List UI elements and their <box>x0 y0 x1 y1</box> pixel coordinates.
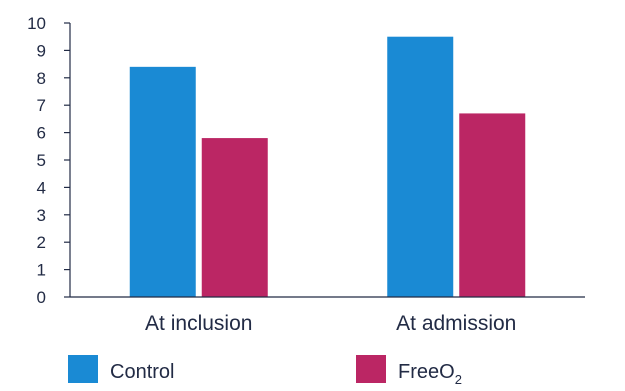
y-tick-label: 7 <box>37 96 46 115</box>
y-tick-label: 6 <box>37 124 46 143</box>
legend-swatch <box>356 355 386 383</box>
legend-label: FreeO2 <box>398 361 462 387</box>
y-tick-label: 5 <box>37 151 46 170</box>
bar <box>201 138 268 297</box>
y-tick-label: 4 <box>37 178 46 197</box>
bar <box>129 66 196 297</box>
x-category-label: At inclusion <box>145 312 252 335</box>
legend-swatch <box>68 355 98 383</box>
legend: Control FreeO2 <box>68 355 462 387</box>
y-tick-label: 3 <box>37 206 46 225</box>
y-tick-label: 2 <box>37 233 46 252</box>
y-tick-label: 9 <box>37 41 46 60</box>
y-axis: 0 1 2 3 4 5 6 7 8 9 10 <box>27 14 71 307</box>
y-tick-label: 1 <box>37 261 46 280</box>
bar <box>387 36 454 297</box>
legend-label: Control <box>110 361 174 383</box>
y-tick-label: 10 <box>27 14 46 33</box>
bars <box>129 36 526 297</box>
bar <box>459 113 526 297</box>
x-category-label: At admission <box>396 312 516 335</box>
x-axis: At inclusion At admission <box>70 296 585 335</box>
y-tick-label: 0 <box>37 288 46 307</box>
y-tick-label: 8 <box>37 69 46 88</box>
